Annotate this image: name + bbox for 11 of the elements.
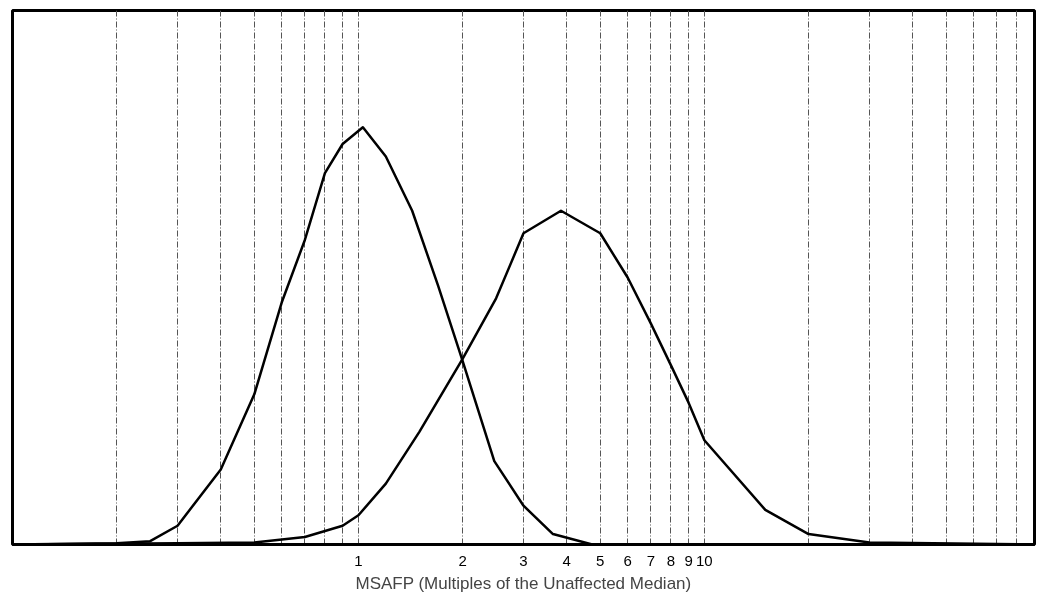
x-tick-label: 7 [646,551,655,569]
x-tick-label: 10 [696,551,713,569]
x-tick-label: 5 [596,551,605,569]
x-tick-label: 4 [562,551,571,569]
x-tick-label: 8 [666,551,676,569]
x-axis-title: MSAFP (Multiples of the Unaffected Median) [355,573,692,593]
x-tick-label: 6 [623,551,632,569]
x-tick-label: 1 [354,551,363,569]
x-tick-label: 2 [458,551,467,569]
x-tick-label: 9 [684,551,693,569]
x-tick-label: 3 [519,551,528,569]
